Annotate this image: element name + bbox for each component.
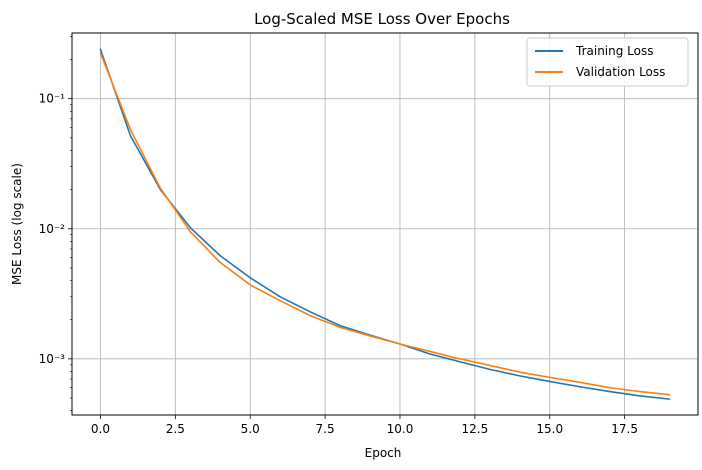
y-tick-label: 10⁻³ <box>39 352 66 366</box>
legend-box <box>526 37 689 87</box>
y-tick-label: 10⁻¹ <box>39 92 66 106</box>
x-tick-label: 15.0 <box>536 422 563 436</box>
x-tick-label: 5.0 <box>241 422 260 436</box>
y-axis-label: MSE Loss (log scale) <box>10 163 24 285</box>
x-tick-label: 0.0 <box>91 422 110 436</box>
grid-lines <box>72 33 698 415</box>
x-axis-label: Epoch <box>365 446 402 460</box>
x-tick-label: 2.5 <box>166 422 185 436</box>
chart-title: Log-Scaled MSE Loss Over Epochs <box>254 10 510 28</box>
x-tick-label: 10.0 <box>387 422 414 436</box>
x-tick-label: 17.5 <box>611 422 638 436</box>
legend-label-validation: Validation Loss <box>576 65 665 79</box>
validation-loss-line <box>99 52 671 396</box>
y-tick-label: 10⁻² <box>39 222 66 236</box>
x-tick-label: 12.5 <box>461 422 488 436</box>
plot-frame <box>71 32 699 416</box>
legend: Training Loss Validation Loss <box>526 37 689 87</box>
series-lines <box>99 48 671 400</box>
x-tick-label: 7.5 <box>316 422 335 436</box>
legend-label-training: Training Loss <box>575 44 653 58</box>
axis-ticks: 0.0 2.5 5.0 7.5 10.0 12.5 15.0 17.5 10⁻¹ 10⁻² 10⁻³ <box>39 36 638 436</box>
